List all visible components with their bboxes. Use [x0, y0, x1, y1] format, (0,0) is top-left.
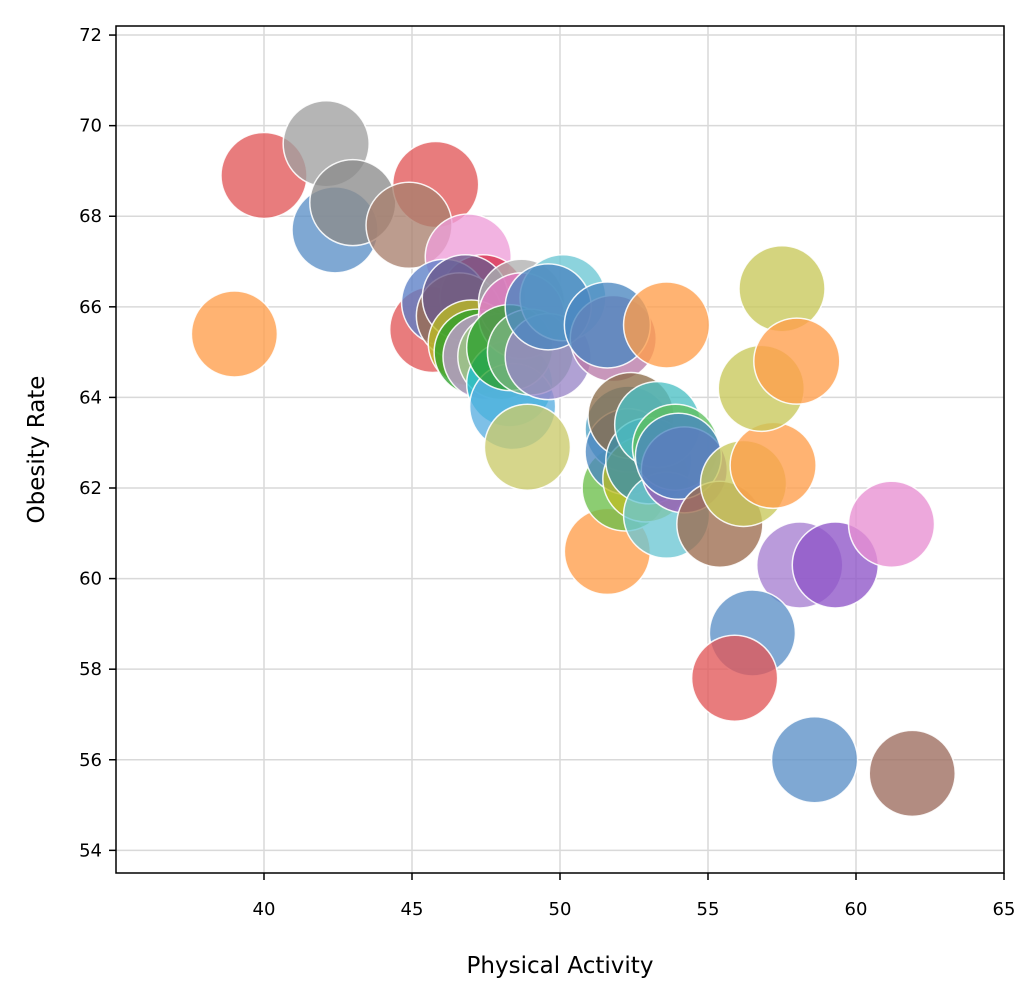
- x-tick-label: 50: [549, 899, 572, 920]
- y-tick-label: 60: [79, 569, 102, 590]
- x-axis-title: Physical Activity: [467, 953, 654, 979]
- x-tick-label: 55: [697, 899, 720, 920]
- bubble-point: [738, 244, 826, 333]
- bubble-point: [483, 403, 572, 491]
- y-tick-label: 58: [79, 659, 102, 680]
- bubble-point: [190, 290, 279, 378]
- x-tick-label: 65: [993, 899, 1016, 920]
- y-tick-label: 70: [79, 116, 102, 137]
- y-axis-ticks: 54 56 58 60 62 64 66 68 70 72: [79, 25, 116, 861]
- bubble-point: [868, 729, 956, 818]
- bubble-layer: [190, 100, 956, 818]
- y-tick-label: 68: [79, 206, 102, 227]
- bubble-point: [729, 421, 817, 510]
- x-tick-label: 60: [845, 899, 868, 920]
- y-axis-title: Obesity Rate: [24, 376, 50, 524]
- y-tick-label: 64: [79, 387, 102, 408]
- bubble-point: [753, 317, 841, 405]
- x-tick-label: 45: [401, 899, 424, 920]
- bubble-point: [770, 716, 859, 804]
- y-tick-label: 62: [79, 478, 102, 499]
- y-tick-label: 56: [79, 750, 102, 771]
- bubble-point: [690, 634, 779, 722]
- y-tick-label: 54: [79, 840, 102, 861]
- y-tick-label: 72: [79, 25, 102, 46]
- bubble-point: [622, 281, 711, 369]
- bubble-point: [847, 480, 936, 568]
- y-tick-label: 66: [79, 297, 102, 318]
- x-tick-label: 40: [253, 899, 276, 920]
- x-axis-ticks: 40 45 50 55 60 65: [253, 873, 1016, 920]
